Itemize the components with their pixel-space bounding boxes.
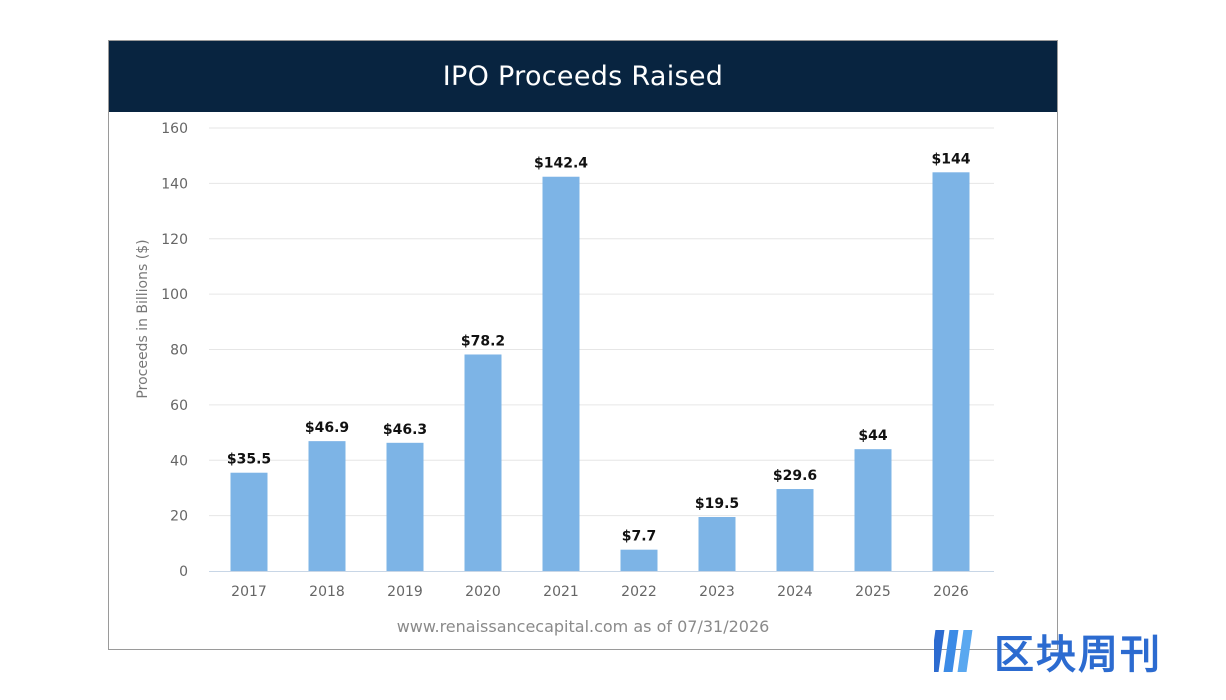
x-tick-label-2020: 2020 — [465, 584, 501, 600]
bar-2022 — [620, 549, 658, 571]
bar-2024 — [776, 489, 814, 571]
y-tick-label: 100 — [161, 287, 188, 303]
x-tick-label-2026: 2026 — [933, 584, 969, 600]
x-tick-label-2025: 2025 — [855, 584, 891, 600]
data-labels: $35.5 $46.9 $46.3 $78.2 $142.4 $7.7 $19.5 $29.6… — [227, 151, 971, 544]
logo-bars-icon — [934, 630, 973, 672]
y-tick-label: 20 — [170, 509, 188, 525]
y-tick-label: 60 — [170, 398, 188, 414]
y-tick-label: 40 — [170, 453, 188, 469]
chart-title-bar: IPO Proceeds Raised — [109, 41, 1057, 112]
y-tick-label: 120 — [161, 232, 188, 248]
data-label-2023: $19.5 — [695, 496, 739, 512]
data-label-2026: $144 — [932, 151, 971, 167]
bar-2025 — [854, 449, 892, 571]
bar-2017 — [230, 472, 268, 571]
bar-2026 — [932, 172, 970, 572]
data-label-2021: $142.4 — [534, 156, 588, 172]
bars — [230, 172, 970, 572]
data-label-2022: $7.7 — [622, 529, 657, 545]
y-tick-label: 0 — [179, 564, 188, 580]
bar-2018 — [308, 441, 346, 571]
grid-lines — [209, 127, 994, 572]
x-tick-label-2022: 2022 — [621, 584, 657, 600]
bar-2020 — [464, 354, 502, 571]
x-tick-label-2021: 2021 — [543, 584, 579, 600]
bar-2019 — [386, 442, 424, 571]
data-label-2019: $46.3 — [383, 422, 427, 438]
x-tick-label-2018: 2018 — [309, 584, 345, 600]
bar-chart: 0 20 40 60 80 100 120 140 160 $35.5 $46.9 $46.3 $78… — [135, 121, 994, 600]
data-label-2017: $35.5 — [227, 452, 271, 468]
data-label-2018: $46.9 — [305, 420, 349, 436]
y-tick-label: 160 — [161, 121, 188, 137]
y-axis-title: Proceeds in Billions ($) — [135, 239, 151, 398]
bar-2023 — [698, 517, 736, 571]
y-tick-label: 140 — [161, 176, 188, 192]
watermark-logo: 区块周刊 — [934, 622, 1162, 680]
source-note: www.renaissancecapital.com as of 07/31/2… — [396, 617, 770, 636]
x-axis-ticks: 2017 2018 2019 2020 2021 2022 2023 2024 2025 2026 — [231, 584, 969, 600]
watermark-text: 区块周刊 — [994, 632, 1162, 678]
x-tick-label-2019: 2019 — [387, 584, 423, 600]
x-tick-label-2023: 2023 — [699, 584, 735, 600]
y-tick-label: 80 — [170, 343, 188, 359]
chart-title: IPO Proceeds Raised — [442, 61, 724, 92]
x-tick-label-2017: 2017 — [231, 584, 267, 600]
bar-2021 — [542, 176, 580, 572]
data-label-2025: $44 — [858, 428, 887, 444]
y-axis-ticks: 0 20 40 60 80 100 120 140 160 — [161, 121, 188, 580]
data-label-2020: $78.2 — [461, 333, 505, 349]
data-label-2024: $29.6 — [773, 468, 817, 484]
chart-card: IPO Proceeds Raised 0 20 40 60 80 100 120 140 16… — [108, 40, 1058, 650]
x-tick-label-2024: 2024 — [777, 584, 813, 600]
